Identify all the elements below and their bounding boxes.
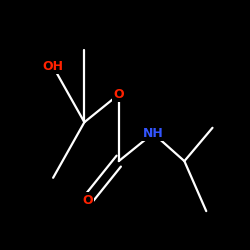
Text: O: O xyxy=(82,194,93,206)
Text: NH: NH xyxy=(143,127,164,140)
Text: O: O xyxy=(114,88,124,101)
Text: OH: OH xyxy=(42,60,64,73)
